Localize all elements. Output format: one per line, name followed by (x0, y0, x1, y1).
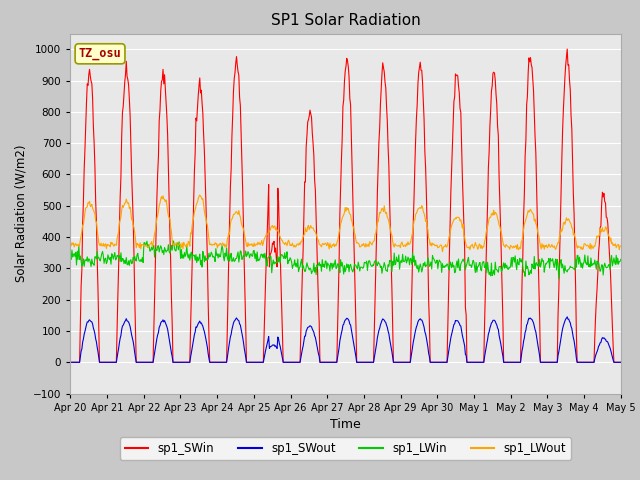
sp1_LWin (190, 253, 198, 259)
sp1_LWin (133, 252, 141, 258)
X-axis label: Time: Time (330, 418, 361, 431)
sp1_SWin (413, 116, 420, 121)
sp1_LWin (555, 276, 563, 282)
sp1_SWout (617, 360, 625, 365)
sp1_LWout (67, 241, 74, 247)
Line: sp1_LWin: sp1_LWin (70, 241, 621, 279)
sp1_SWin (218, 360, 226, 365)
sp1_SWout (189, 341, 196, 347)
Y-axis label: Solar Radiation (W/m2): Solar Radiation (W/m2) (15, 145, 28, 282)
sp1_LWout (413, 208, 421, 214)
sp1_LWin (219, 246, 227, 252)
sp1_SWout (563, 314, 571, 320)
sp1_LWin (429, 255, 437, 261)
Line: sp1_SWout: sp1_SWout (70, 317, 621, 362)
sp1_SWin (133, 360, 141, 365)
sp1_SWin (67, 360, 74, 365)
sp1_SWout (218, 360, 226, 365)
sp1_LWout (77, 237, 84, 243)
sp1_LWout (196, 192, 204, 198)
sp1_LWout (189, 218, 196, 224)
sp1_SWout (77, 354, 84, 360)
sp1_SWin (563, 46, 571, 52)
sp1_LWin (169, 238, 177, 244)
sp1_SWout (413, 324, 420, 330)
sp1_LWin (413, 266, 421, 272)
Legend: sp1_SWin, sp1_SWout, sp1_LWin, sp1_LWout: sp1_SWin, sp1_SWout, sp1_LWin, sp1_LWout (120, 437, 571, 460)
Text: TZ_osu: TZ_osu (79, 48, 122, 60)
sp1_LWout (219, 240, 227, 246)
sp1_LWout (438, 249, 446, 255)
sp1_LWout (133, 240, 141, 246)
Line: sp1_SWin: sp1_SWin (70, 49, 621, 362)
sp1_LWin (77, 253, 84, 259)
sp1_LWin (67, 255, 74, 261)
sp1_LWout (617, 243, 625, 249)
Line: sp1_LWout: sp1_LWout (70, 195, 621, 252)
sp1_LWin (617, 256, 625, 262)
sp1_SWout (429, 360, 436, 365)
sp1_SWout (133, 360, 141, 365)
sp1_SWin (429, 360, 436, 365)
Title: SP1 Solar Radiation: SP1 Solar Radiation (271, 13, 420, 28)
sp1_SWin (189, 231, 196, 237)
sp1_LWout (429, 241, 437, 247)
sp1_SWin (617, 360, 625, 365)
sp1_SWin (77, 323, 84, 328)
sp1_SWout (67, 360, 74, 365)
